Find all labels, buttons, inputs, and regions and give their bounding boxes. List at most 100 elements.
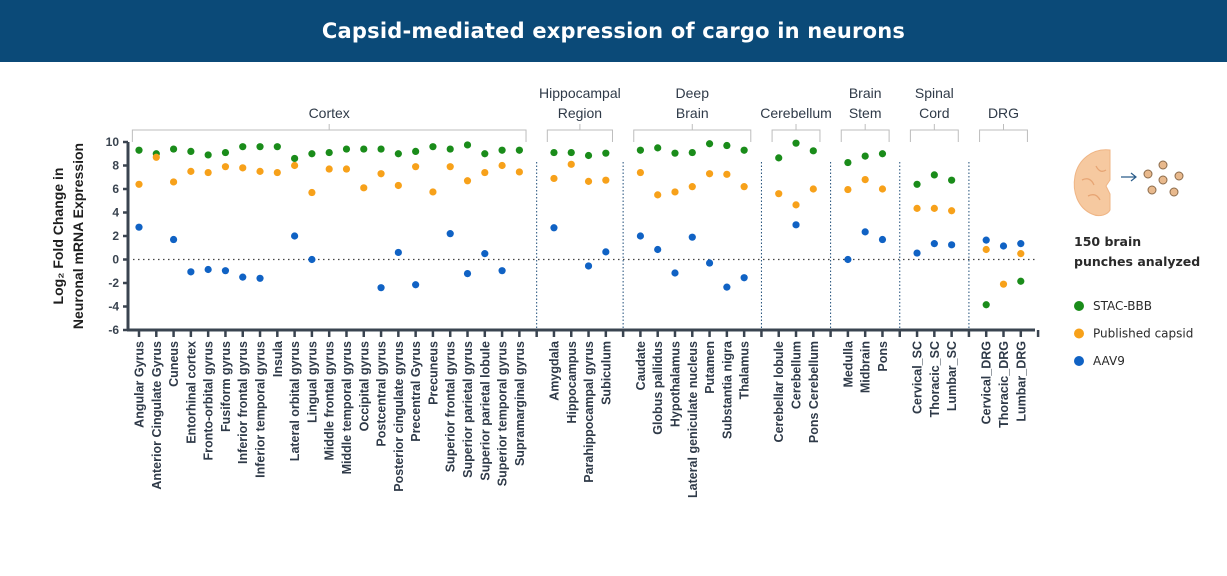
data-point-stac-bbb bbox=[498, 146, 506, 154]
x-tick-label: Hippocampus bbox=[565, 341, 579, 424]
x-tick-label: Precuneus bbox=[426, 341, 440, 405]
data-point-aav9 bbox=[654, 245, 662, 254]
data-point-stac-bbb bbox=[861, 152, 869, 160]
data-point-aav9 bbox=[1017, 240, 1025, 248]
x-tick-label: Occipital gyrus bbox=[357, 341, 371, 431]
data-point-aav9 bbox=[256, 274, 264, 282]
data-point-stac-bbb bbox=[982, 301, 990, 309]
data-point-stac-bbb bbox=[930, 171, 938, 179]
data-point-stac-bbb bbox=[204, 151, 212, 159]
legend-marker bbox=[1074, 328, 1084, 339]
x-tick-label: Medulla bbox=[841, 340, 855, 388]
y-tick-label: 10 bbox=[106, 135, 120, 149]
group-label: Region bbox=[558, 105, 602, 121]
data-point-aav9 bbox=[239, 273, 247, 281]
group-label: Stem bbox=[849, 105, 882, 121]
legend-label: AAV9 bbox=[1093, 354, 1125, 368]
group-label: Cord bbox=[919, 105, 949, 121]
x-tick-label: Posterior cingulate gyrus bbox=[392, 341, 406, 492]
x-tick-label: Thalamus bbox=[738, 341, 752, 399]
x-tick-label: Entorhinal cortex bbox=[184, 341, 198, 444]
data-point-published-capsid bbox=[152, 153, 160, 161]
data-point-stac-bbb bbox=[723, 141, 731, 150]
data-point-published-capsid bbox=[463, 177, 472, 185]
y-tick-label: 2 bbox=[112, 229, 119, 243]
y-tick-label: -4 bbox=[108, 300, 119, 314]
group-label: Hippocampal bbox=[539, 85, 621, 101]
group-bracket bbox=[840, 124, 890, 142]
x-tick-label: Cerebellum bbox=[790, 341, 804, 409]
data-point-stac-bbb bbox=[187, 147, 195, 155]
data-point-aav9 bbox=[602, 248, 610, 256]
data-point-stac-bbb bbox=[550, 148, 558, 157]
data-point-aav9 bbox=[221, 267, 230, 275]
data-point-stac-bbb bbox=[913, 180, 921, 188]
data-point-aav9 bbox=[308, 255, 316, 264]
data-point-aav9 bbox=[636, 232, 645, 240]
legend-item: Published capsid bbox=[1074, 327, 1193, 341]
data-point-aav9 bbox=[481, 250, 489, 258]
data-point-stac-bbb bbox=[221, 148, 230, 157]
x-tick-label: Postcentral gyrus bbox=[375, 341, 389, 447]
data-point-aav9 bbox=[740, 274, 748, 282]
data-point-stac-bbb bbox=[273, 143, 281, 151]
y-axis-label-line1: Log₂ Fold Change in bbox=[50, 168, 66, 305]
data-point-stac-bbb bbox=[584, 151, 593, 160]
data-point-aav9 bbox=[913, 249, 921, 257]
data-point-published-capsid bbox=[204, 168, 212, 177]
data-point-stac-bbb bbox=[342, 145, 351, 153]
data-point-published-capsid bbox=[308, 188, 316, 197]
data-point-aav9 bbox=[412, 281, 420, 289]
data-point-published-capsid bbox=[360, 184, 368, 192]
data-point-stac-bbb bbox=[291, 154, 299, 163]
data-point-published-capsid bbox=[446, 163, 454, 171]
data-point-aav9 bbox=[844, 255, 852, 264]
x-tick-label: Inferior temporal gyrus bbox=[254, 341, 268, 478]
x-tick-label: Inferior frontal gyrus bbox=[236, 341, 250, 464]
data-point-published-capsid bbox=[688, 183, 696, 191]
data-point-published-capsid bbox=[135, 180, 143, 188]
data-point-stac-bbb bbox=[412, 147, 420, 155]
legend-marker bbox=[1074, 301, 1084, 311]
data-point-aav9 bbox=[463, 270, 472, 278]
data-point-aav9 bbox=[446, 230, 454, 238]
data-point-aav9 bbox=[187, 268, 195, 276]
group-bracket bbox=[979, 124, 1028, 142]
data-point-aav9 bbox=[792, 221, 800, 229]
data-point-published-capsid bbox=[1017, 250, 1025, 258]
x-tick-label: Precentral Gyrus bbox=[409, 341, 423, 442]
data-point-aav9 bbox=[982, 236, 990, 244]
data-point-published-capsid bbox=[550, 174, 558, 183]
data-point-stac-bbb bbox=[567, 148, 575, 157]
x-tick-label: Pons bbox=[876, 341, 890, 372]
x-tick-label: Middle temporal gyrus bbox=[340, 341, 354, 474]
data-point-aav9 bbox=[204, 265, 212, 274]
x-tick-label: Thoracic_DRG bbox=[997, 341, 1011, 428]
data-point-published-capsid bbox=[671, 188, 679, 196]
data-point-aav9 bbox=[948, 241, 956, 249]
x-tick-label: Globus pallidus bbox=[651, 341, 665, 435]
legend: STAC-BBB Published capsid AAV9 bbox=[1074, 299, 1193, 368]
data-point-published-capsid bbox=[221, 163, 230, 171]
data-point-published-capsid bbox=[256, 167, 264, 175]
data-point-aav9 bbox=[291, 232, 299, 240]
data-point-published-capsid bbox=[273, 168, 281, 177]
data-point-stac-bbb bbox=[775, 154, 783, 162]
data-point-published-capsid bbox=[567, 160, 575, 168]
data-point-aav9 bbox=[688, 233, 696, 241]
group-label: Cortex bbox=[309, 105, 350, 121]
data-point-published-capsid bbox=[325, 165, 333, 173]
data-point-stac-bbb bbox=[394, 150, 402, 158]
group-label: Deep bbox=[676, 85, 710, 101]
x-tick-label: Superior temporal gyrus bbox=[496, 341, 510, 486]
data-point-aav9 bbox=[584, 262, 593, 270]
data-point-stac-bbb bbox=[636, 146, 645, 154]
x-tick-label: Cerebellar lobule bbox=[772, 341, 786, 442]
data-point-published-capsid bbox=[377, 170, 385, 178]
data-point-stac-bbb bbox=[878, 150, 887, 158]
x-tick-label: Lumbar_DRG bbox=[1014, 341, 1028, 422]
data-point-published-capsid bbox=[878, 185, 887, 193]
group-label: Cerebellum bbox=[760, 105, 832, 121]
data-point-aav9 bbox=[930, 240, 938, 248]
data-point-published-capsid bbox=[705, 170, 714, 178]
